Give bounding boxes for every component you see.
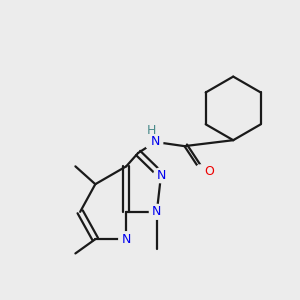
Text: N: N [122, 233, 131, 246]
Text: H: H [147, 124, 157, 137]
Text: O: O [204, 165, 214, 178]
Circle shape [119, 232, 134, 247]
Circle shape [154, 168, 168, 183]
Text: N: N [156, 169, 166, 182]
Circle shape [149, 204, 164, 219]
Circle shape [146, 124, 158, 136]
Text: N: N [152, 205, 161, 218]
Text: N: N [151, 136, 160, 148]
Circle shape [195, 165, 208, 178]
Circle shape [145, 133, 163, 151]
